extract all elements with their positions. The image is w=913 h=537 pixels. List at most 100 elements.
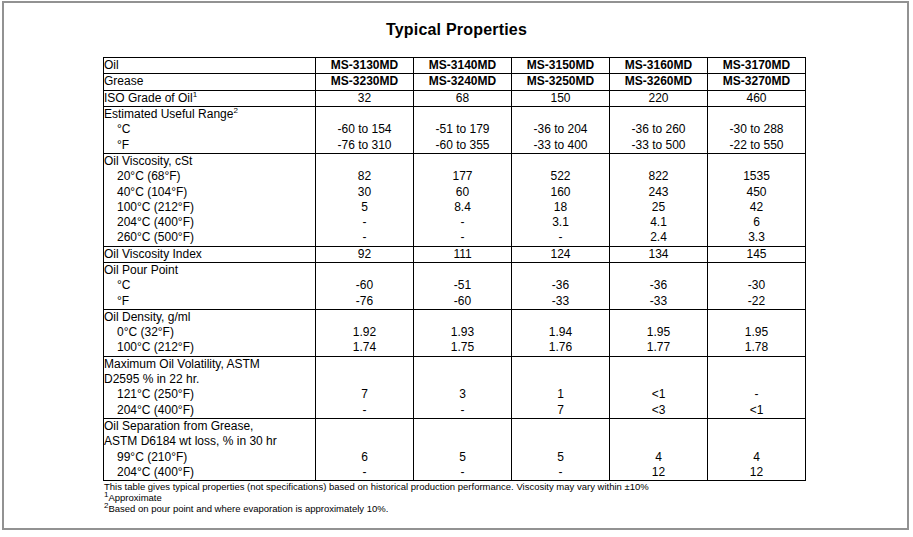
table-row: 100°C (212°F)58.4182542: [104, 200, 806, 215]
page-title: Typical Properties: [0, 21, 913, 39]
cell-value: 1: [512, 387, 610, 402]
cell-value: 30: [316, 184, 414, 199]
cell-value: -36 to 260: [610, 122, 708, 137]
table-row: Oil Density, g/ml: [104, 309, 806, 325]
row-label-text: D2595 % in 22 hr.: [104, 372, 199, 386]
cell-value: 92: [316, 246, 414, 262]
cell-value: 5: [316, 200, 414, 215]
footnote-text: This table gives typical properties (not…: [104, 481, 649, 492]
cell-value: 18: [512, 200, 610, 215]
cell-value: 60: [414, 184, 512, 199]
table-row: 100°C (212°F)1.741.751.761.771.78: [104, 340, 806, 356]
superscript: 2: [233, 106, 237, 115]
cell-value: 4: [610, 449, 708, 464]
cell-value: [708, 309, 806, 325]
table-row: 260°C (500°F)---2.43.3: [104, 230, 806, 246]
row-label-text: Grease: [104, 74, 143, 88]
cell-value: [708, 153, 806, 169]
cell-value: -: [316, 465, 414, 481]
cell-value: [512, 309, 610, 325]
cell-value: [512, 434, 610, 449]
row-label: 0°C (32°F): [104, 325, 316, 340]
cell-value: -33: [512, 293, 610, 309]
cell-value: 12: [610, 465, 708, 481]
row-label-text: Oil Separation from Grease,: [104, 419, 253, 433]
table-row: °F-76 to 310-60 to 355-33 to 400-33 to 5…: [104, 137, 806, 153]
row-label: 40°C (104°F): [104, 184, 316, 199]
cell-value: 8.4: [414, 200, 512, 215]
row-label-text: 100°C (212°F): [117, 200, 194, 214]
row-label-text: 99°C (210°F): [117, 450, 187, 464]
cell-value: [708, 106, 806, 122]
cell-value: [414, 309, 512, 325]
table-row: 20°C (68°F)821775228221535: [104, 169, 806, 184]
cell-value: [610, 356, 708, 372]
row-label-text: 204°C (400°F): [117, 465, 194, 479]
cell-value: -60 to 355: [414, 137, 512, 153]
cell-value: 1.75: [414, 340, 512, 356]
cell-value: [316, 309, 414, 325]
cell-value: MS-3130MD: [316, 58, 414, 74]
footnote: 1Approximate: [104, 492, 804, 503]
row-label-text: Oil Pour Point: [104, 263, 178, 277]
row-label: Oil Viscosity, cSt: [104, 153, 316, 169]
cell-value: MS-3150MD: [512, 58, 610, 74]
cell-value: 1.93: [414, 325, 512, 340]
cell-value: -: [414, 215, 512, 230]
table-row: °C-60 to 154-51 to 179-36 to 204-36 to 2…: [104, 122, 806, 137]
cell-value: 6: [316, 449, 414, 464]
cell-value: [316, 372, 414, 387]
table-row: 121°C (250°F)731<1-: [104, 387, 806, 402]
cell-value: MS-3160MD: [610, 58, 708, 74]
cell-value: [316, 356, 414, 372]
row-label: Oil: [104, 58, 316, 74]
cell-value: [610, 372, 708, 387]
table-row: °F-76-60-33-33-22: [104, 293, 806, 309]
cell-value: [512, 262, 610, 278]
cell-value: MS-3230MD: [316, 74, 414, 90]
cell-value: MS-3270MD: [708, 74, 806, 90]
footnote-text: Approximate: [108, 492, 161, 503]
row-label: Oil Density, g/ml: [104, 309, 316, 325]
row-label-text: 40°C (104°F): [117, 185, 187, 199]
cell-value: -60: [316, 278, 414, 293]
cell-value: [414, 106, 512, 122]
row-label: °F: [104, 293, 316, 309]
row-label: 121°C (250°F): [104, 387, 316, 402]
row-label-text: °C: [117, 278, 130, 292]
cell-value: 1.92: [316, 325, 414, 340]
footnote-text: Based on pour point and where evaporatio…: [108, 503, 388, 514]
cell-value: 150: [512, 90, 610, 106]
cell-value: [512, 106, 610, 122]
row-label: 260°C (500°F): [104, 230, 316, 246]
cell-value: 3: [414, 387, 512, 402]
row-label-text: 0°C (32°F): [117, 325, 174, 339]
row-label: Oil Separation from Grease,: [104, 418, 316, 434]
cell-value: 111: [414, 246, 512, 262]
cell-value: 25: [610, 200, 708, 215]
table-row: 204°C (400°F)--3.14.16: [104, 215, 806, 230]
cell-value: -76 to 310: [316, 137, 414, 153]
cell-value: [512, 153, 610, 169]
cell-value: -: [512, 465, 610, 481]
cell-value: [610, 418, 708, 434]
cell-value: [708, 434, 806, 449]
table-row: Oil Viscosity, cSt: [104, 153, 806, 169]
cell-value: -60: [414, 293, 512, 309]
row-label: 20°C (68°F): [104, 169, 316, 184]
cell-value: -51: [414, 278, 512, 293]
cell-value: 1.78: [708, 340, 806, 356]
cell-value: -60 to 154: [316, 122, 414, 137]
cell-value: -36: [610, 278, 708, 293]
document-page: Typical Properties OilMS-3130MDMS-3140MD…: [0, 0, 913, 537]
row-label: ISO Grade of Oil1: [104, 90, 316, 106]
cell-value: <1: [708, 403, 806, 419]
cell-value: 220: [610, 90, 708, 106]
cell-value: 82: [316, 169, 414, 184]
cell-value: -36: [512, 278, 610, 293]
cell-value: [414, 418, 512, 434]
row-label-text: Oil Viscosity Index: [104, 247, 202, 261]
table-row: Oil Viscosity Index92111124134145: [104, 246, 806, 262]
cell-value: 5: [512, 449, 610, 464]
cell-value: 4: [708, 449, 806, 464]
